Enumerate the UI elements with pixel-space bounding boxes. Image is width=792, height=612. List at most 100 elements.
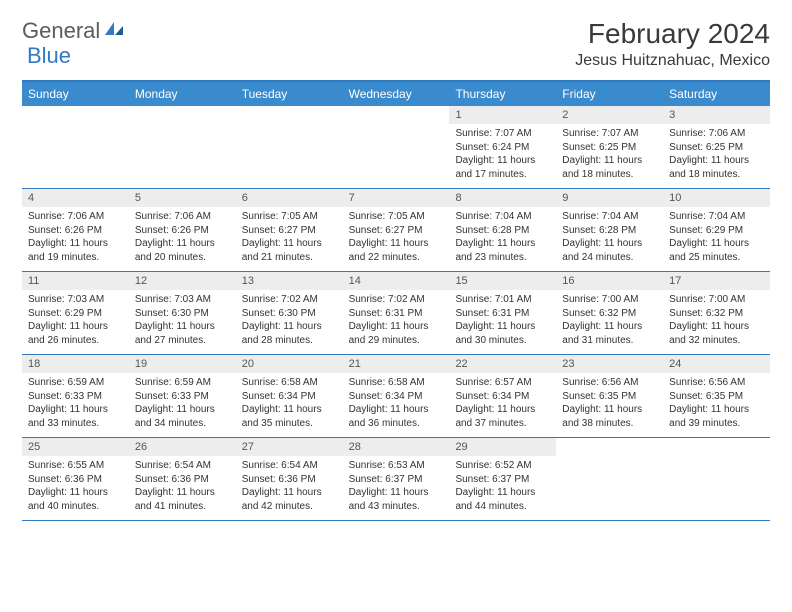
day-number: 15: [449, 272, 556, 290]
day-cell: 27Sunrise: 6:54 AMSunset: 6:36 PMDayligh…: [236, 438, 343, 520]
day-cell: 1Sunrise: 7:07 AMSunset: 6:24 PMDaylight…: [449, 106, 556, 188]
daylight-text: Daylight: 11 hours and 25 minutes.: [669, 237, 764, 264]
day-cell: 4Sunrise: 7:06 AMSunset: 6:26 PMDaylight…: [22, 189, 129, 271]
sunrise-text: Sunrise: 6:58 AM: [242, 376, 337, 390]
day-body: Sunrise: 7:00 AMSunset: 6:32 PMDaylight:…: [556, 290, 663, 352]
month-title: February 2024: [575, 18, 770, 50]
sunrise-text: Sunrise: 6:53 AM: [349, 459, 444, 473]
sunset-text: Sunset: 6:37 PM: [455, 473, 550, 487]
sunset-text: Sunset: 6:29 PM: [28, 307, 123, 321]
daylight-text: Daylight: 11 hours and 32 minutes.: [669, 320, 764, 347]
day-cell: 6Sunrise: 7:05 AMSunset: 6:27 PMDaylight…: [236, 189, 343, 271]
day-body: Sunrise: 6:55 AMSunset: 6:36 PMDaylight:…: [22, 456, 129, 518]
day-cell: 24Sunrise: 6:56 AMSunset: 6:35 PMDayligh…: [663, 355, 770, 437]
day-number: 14: [343, 272, 450, 290]
day-cell: 3Sunrise: 7:06 AMSunset: 6:25 PMDaylight…: [663, 106, 770, 188]
sunset-text: Sunset: 6:37 PM: [349, 473, 444, 487]
daylight-text: Daylight: 11 hours and 33 minutes.: [28, 403, 123, 430]
sunrise-text: Sunrise: 6:54 AM: [135, 459, 230, 473]
daylight-text: Daylight: 11 hours and 40 minutes.: [28, 486, 123, 513]
day-number: 1: [449, 106, 556, 124]
day-cell: 2Sunrise: 7:07 AMSunset: 6:25 PMDaylight…: [556, 106, 663, 188]
day-number: 11: [22, 272, 129, 290]
day-body: Sunrise: 7:02 AMSunset: 6:31 PMDaylight:…: [343, 290, 450, 352]
sunrise-text: Sunrise: 7:06 AM: [28, 210, 123, 224]
day-body: Sunrise: 6:54 AMSunset: 6:36 PMDaylight:…: [236, 456, 343, 518]
daylight-text: Daylight: 11 hours and 19 minutes.: [28, 237, 123, 264]
sunrise-text: Sunrise: 6:52 AM: [455, 459, 550, 473]
daylight-text: Daylight: 11 hours and 18 minutes.: [669, 154, 764, 181]
sunset-text: Sunset: 6:25 PM: [669, 141, 764, 155]
header-row: General February 2024 Jesus Huitznahuac,…: [22, 18, 770, 70]
sunrise-text: Sunrise: 7:05 AM: [242, 210, 337, 224]
sunset-text: Sunset: 6:27 PM: [242, 224, 337, 238]
day-number: 8: [449, 189, 556, 207]
day-cell: 18Sunrise: 6:59 AMSunset: 6:33 PMDayligh…: [22, 355, 129, 437]
week-row: 18Sunrise: 6:59 AMSunset: 6:33 PMDayligh…: [22, 355, 770, 438]
weeks-container: 1Sunrise: 7:07 AMSunset: 6:24 PMDaylight…: [22, 106, 770, 521]
day-body: Sunrise: 6:52 AMSunset: 6:37 PMDaylight:…: [449, 456, 556, 518]
sunrise-text: Sunrise: 6:58 AM: [349, 376, 444, 390]
day-cell: 25Sunrise: 6:55 AMSunset: 6:36 PMDayligh…: [22, 438, 129, 520]
sunset-text: Sunset: 6:30 PM: [242, 307, 337, 321]
day-cell: [663, 438, 770, 520]
day-number: 23: [556, 355, 663, 373]
day-cell: [236, 106, 343, 188]
sunset-text: Sunset: 6:31 PM: [349, 307, 444, 321]
day-cell: [22, 106, 129, 188]
day-body: Sunrise: 7:04 AMSunset: 6:28 PMDaylight:…: [449, 207, 556, 269]
day-cell: 28Sunrise: 6:53 AMSunset: 6:37 PMDayligh…: [343, 438, 450, 520]
sunset-text: Sunset: 6:25 PM: [562, 141, 657, 155]
sunset-text: Sunset: 6:30 PM: [135, 307, 230, 321]
day-body: Sunrise: 6:58 AMSunset: 6:34 PMDaylight:…: [343, 373, 450, 435]
daylight-text: Daylight: 11 hours and 26 minutes.: [28, 320, 123, 347]
sunrise-text: Sunrise: 6:56 AM: [562, 376, 657, 390]
sunset-text: Sunset: 6:29 PM: [669, 224, 764, 238]
daylight-text: Daylight: 11 hours and 38 minutes.: [562, 403, 657, 430]
day-number: 9: [556, 189, 663, 207]
sunset-text: Sunset: 6:32 PM: [562, 307, 657, 321]
day-number: [343, 106, 450, 124]
day-number: 10: [663, 189, 770, 207]
sunset-text: Sunset: 6:34 PM: [455, 390, 550, 404]
day-number: 7: [343, 189, 450, 207]
weekday-header-row: SundayMondayTuesdayWednesdayThursdayFrid…: [22, 82, 770, 106]
day-cell: 17Sunrise: 7:00 AMSunset: 6:32 PMDayligh…: [663, 272, 770, 354]
sunset-text: Sunset: 6:36 PM: [135, 473, 230, 487]
day-number: 18: [22, 355, 129, 373]
day-number: [236, 106, 343, 124]
logo-word-blue: Blue: [27, 43, 71, 69]
day-number: 27: [236, 438, 343, 456]
day-number: 16: [556, 272, 663, 290]
day-number: 13: [236, 272, 343, 290]
day-body: Sunrise: 6:54 AMSunset: 6:36 PMDaylight:…: [129, 456, 236, 518]
day-number: 21: [343, 355, 450, 373]
daylight-text: Daylight: 11 hours and 39 minutes.: [669, 403, 764, 430]
sunrise-text: Sunrise: 7:03 AM: [135, 293, 230, 307]
sunset-text: Sunset: 6:36 PM: [28, 473, 123, 487]
sunset-text: Sunset: 6:27 PM: [349, 224, 444, 238]
day-number: 4: [22, 189, 129, 207]
weekday-header: Thursday: [449, 82, 556, 106]
sunrise-text: Sunrise: 7:03 AM: [28, 293, 123, 307]
sunrise-text: Sunrise: 7:05 AM: [349, 210, 444, 224]
sunset-text: Sunset: 6:36 PM: [242, 473, 337, 487]
sunset-text: Sunset: 6:31 PM: [455, 307, 550, 321]
daylight-text: Daylight: 11 hours and 44 minutes.: [455, 486, 550, 513]
sunrise-text: Sunrise: 7:04 AM: [562, 210, 657, 224]
sunset-text: Sunset: 6:33 PM: [28, 390, 123, 404]
sunrise-text: Sunrise: 6:59 AM: [135, 376, 230, 390]
day-body: Sunrise: 7:02 AMSunset: 6:30 PMDaylight:…: [236, 290, 343, 352]
daylight-text: Daylight: 11 hours and 21 minutes.: [242, 237, 337, 264]
day-body: Sunrise: 7:04 AMSunset: 6:28 PMDaylight:…: [556, 207, 663, 269]
sunset-text: Sunset: 6:34 PM: [242, 390, 337, 404]
week-row: 11Sunrise: 7:03 AMSunset: 6:29 PMDayligh…: [22, 272, 770, 355]
sunset-text: Sunset: 6:28 PM: [562, 224, 657, 238]
day-cell: 29Sunrise: 6:52 AMSunset: 6:37 PMDayligh…: [449, 438, 556, 520]
day-cell: 21Sunrise: 6:58 AMSunset: 6:34 PMDayligh…: [343, 355, 450, 437]
sunrise-text: Sunrise: 7:06 AM: [669, 127, 764, 141]
sunset-text: Sunset: 6:32 PM: [669, 307, 764, 321]
weekday-header: Sunday: [22, 82, 129, 106]
day-body: Sunrise: 7:03 AMSunset: 6:30 PMDaylight:…: [129, 290, 236, 352]
daylight-text: Daylight: 11 hours and 37 minutes.: [455, 403, 550, 430]
